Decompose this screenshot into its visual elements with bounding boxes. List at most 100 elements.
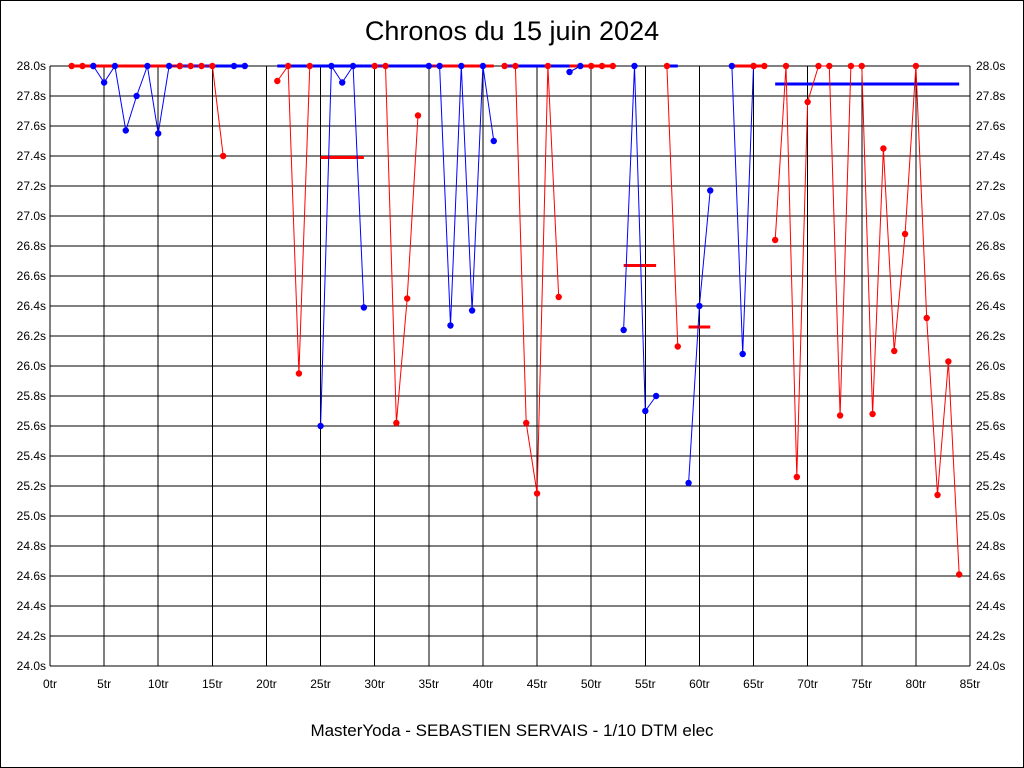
data-point [566, 68, 573, 76]
y-tick-label-right: 26.6s [976, 269, 1005, 283]
data-point [739, 350, 746, 358]
data-point [577, 62, 584, 70]
y-tick-label-left: 27.2s [17, 179, 46, 193]
data-point [219, 152, 227, 160]
data-point [847, 62, 855, 70]
y-tick-label-left: 25.0s [17, 509, 46, 523]
data-point [198, 62, 205, 70]
y-tick-label-right: 25.6s [976, 419, 1005, 433]
data-point [523, 419, 530, 427]
chart-footer: MasterYoda - SEBASTIEN SERVAIS - 1/10 DT… [310, 721, 714, 740]
data-point [696, 302, 703, 310]
series-line [731, 65, 754, 355]
data-point [274, 77, 281, 85]
y-tick-label-left: 27.0s [17, 209, 46, 223]
data-point [68, 62, 75, 70]
data-point [880, 145, 887, 152]
data-point [79, 62, 86, 70]
data-point [955, 571, 963, 578]
data-point [858, 62, 865, 70]
y-tick-label-left: 26.0s [17, 359, 46, 373]
x-tick-label: 25tr [310, 677, 331, 691]
x-tick-label: 20tr [256, 677, 277, 691]
data-point [815, 62, 822, 70]
y-tick-label-left: 27.4s [17, 149, 46, 163]
y-tick-label-right: 25.4s [976, 449, 1005, 463]
data-point [587, 62, 595, 70]
data-point [804, 98, 811, 106]
y-tick-label-left: 25.4s [17, 449, 46, 463]
data-point [609, 62, 617, 70]
data-point [317, 422, 324, 430]
data-point [533, 490, 541, 497]
data-point [209, 62, 216, 70]
y-tick-label-right: 24.8s [976, 539, 1005, 553]
data-point [393, 419, 400, 427]
data-point [685, 479, 692, 487]
data-point [761, 62, 768, 70]
y-tick-label-left: 25.8s [17, 389, 46, 403]
data-point [793, 473, 801, 481]
y-tick-label-left: 28.0s [17, 59, 46, 73]
data-point [360, 304, 368, 311]
reference-lines [71, 64, 960, 329]
data-point [339, 79, 346, 86]
data-point [631, 62, 638, 70]
data-point [490, 137, 497, 145]
data-point [728, 62, 736, 70]
y-tick-label-right: 27.8s [976, 89, 1005, 103]
y-tick-label-left: 25.2s [17, 479, 46, 493]
y-tick-label-left: 27.6s [17, 119, 46, 133]
data-point [284, 62, 292, 70]
series-line [623, 65, 657, 413]
data-point [836, 412, 844, 419]
data-point [155, 130, 162, 137]
x-tick-label: 40tr [473, 677, 494, 691]
data-point [371, 62, 378, 70]
y-tick-label-right: 24.2s [976, 629, 1005, 643]
data-point [652, 392, 660, 400]
data-point [501, 62, 508, 70]
data-point [414, 112, 422, 119]
x-tick-label: 30tr [364, 677, 385, 691]
x-tick-label: 65tr [743, 677, 764, 691]
y-tick-label-left: 26.4s [17, 299, 46, 313]
data-point [555, 293, 562, 301]
data-point [187, 62, 194, 70]
data-point [782, 62, 790, 70]
y-tick-label-right: 26.0s [976, 359, 1005, 373]
series-line [774, 65, 960, 575]
y-tick-label-right: 24.0s [976, 659, 1005, 673]
data-point [144, 62, 151, 70]
data-point [620, 326, 627, 334]
x-tick-label: 85tr [960, 677, 981, 691]
series-line [276, 64, 311, 374]
series-layer [68, 62, 963, 578]
data-point [468, 307, 476, 314]
x-tick-label: 45tr [527, 677, 548, 691]
series-line [179, 65, 224, 157]
y-tick-label-left: 24.8s [17, 539, 46, 553]
y-tick-label-right: 27.2s [976, 179, 1005, 193]
data-point [458, 62, 465, 70]
x-tick-label: 55tr [635, 677, 656, 691]
y-tick-label-left: 27.8s [17, 89, 46, 103]
x-tick-label: 5tr [97, 677, 111, 691]
series-line [428, 65, 495, 326]
y-tick-label-left: 24.4s [17, 599, 46, 613]
data-point [176, 62, 184, 70]
data-point [869, 410, 876, 418]
data-point [100, 79, 108, 86]
data-point [663, 62, 671, 70]
data-point [328, 62, 335, 70]
y-tick-label-right: 25.2s [976, 479, 1005, 493]
data-point [750, 62, 757, 70]
y-tick-label-left: 26.6s [17, 269, 46, 283]
data-point [133, 92, 140, 100]
y-tick-label-right: 24.6s [976, 569, 1005, 583]
x-tick-label: 10tr [148, 677, 169, 691]
x-tick-label: 75tr [851, 677, 872, 691]
series-line [92, 64, 180, 134]
data-point [642, 407, 649, 415]
data-point [934, 491, 941, 499]
